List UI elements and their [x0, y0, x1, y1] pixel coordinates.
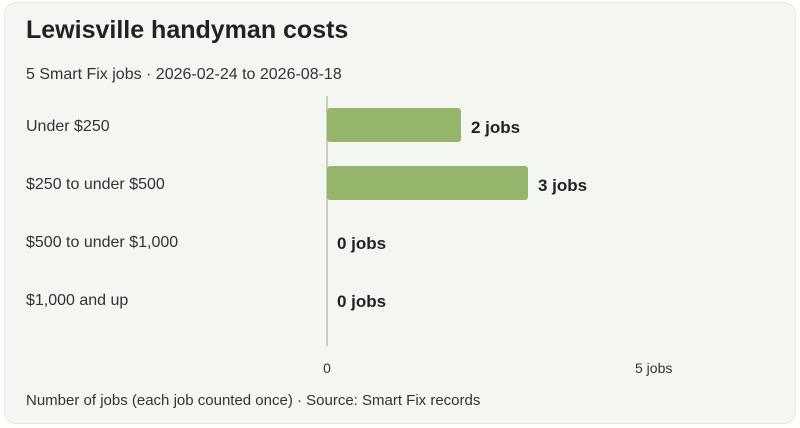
- category-label: $250 to under $500: [26, 176, 165, 193]
- value-label: 3 jobs: [538, 176, 587, 195]
- value-label: 0 jobs: [337, 292, 386, 311]
- category-label: $500 to under $1,000: [26, 234, 178, 251]
- value-label: 0 jobs: [337, 234, 386, 253]
- chart-footnote: Number of jobs (each job counted once) ·…: [26, 392, 481, 409]
- x-tick-label: 5 jobs: [635, 360, 672, 376]
- value-label: 2 jobs: [471, 118, 520, 137]
- x-tick-label: 0: [323, 360, 331, 376]
- bar: [327, 166, 528, 200]
- bar: [327, 108, 461, 142]
- chart-card: [4, 2, 796, 424]
- category-label: Under $250: [26, 118, 110, 135]
- chart-title: Lewisville handyman costs: [26, 16, 349, 44]
- chart-subtitle: 5 Smart Fix jobs · 2026-02-24 to 2026-08…: [26, 66, 342, 83]
- category-label: $1,000 and up: [26, 292, 128, 309]
